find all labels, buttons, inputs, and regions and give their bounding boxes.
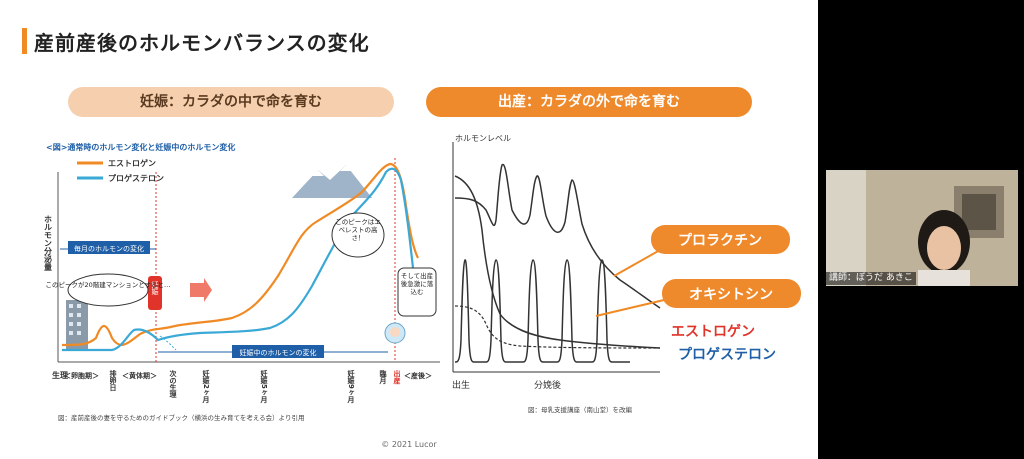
x-tick-period: 生理 bbox=[52, 370, 68, 380]
right-x-tick-birth: 出生 bbox=[452, 379, 470, 391]
monthly-band-box bbox=[68, 241, 150, 254]
x-tick-luteal: ＜黄体期＞ bbox=[122, 371, 157, 380]
everest-bubble-text: このピークはエベレストの高さ！ bbox=[335, 218, 381, 242]
pregnancy-pill: 妊娠：カラダの中で命を育む bbox=[68, 87, 394, 117]
x-tick-preg-5: 妊娠5ヶ月 bbox=[260, 369, 269, 404]
baby-icon bbox=[384, 322, 406, 344]
estrogen-label-right: エストロゲン bbox=[671, 323, 755, 340]
presenter-name-tag: 講師：ぼうだ あきこ bbox=[826, 272, 916, 285]
ovulation-bubble bbox=[67, 273, 149, 307]
postpartum-bubble-text: そして出産後急激に落込む bbox=[400, 272, 434, 296]
oxytocin-pointer bbox=[595, 299, 665, 317]
progesterone-curve bbox=[62, 167, 415, 352]
left-chart-source: 図：産前産後の妻を守るためのガイドブック（横浜の生み育てを考える会）より引用 bbox=[58, 413, 305, 422]
oxytocin-label-box bbox=[662, 279, 801, 308]
right-x-tick-postpartum: 分娩後 bbox=[534, 379, 561, 391]
building-icon bbox=[66, 300, 88, 350]
x-tick-follicular: ＜卵胞期＞ bbox=[64, 371, 99, 380]
right-chart-source: 図：母乳支援講座（南山堂）を改編 bbox=[528, 405, 633, 414]
x-tick-ovulation: 排卵日 bbox=[109, 369, 117, 392]
progesterone-curve-right bbox=[454, 305, 661, 349]
birth-pill: 出産：カラダの外で命を育む bbox=[426, 87, 752, 117]
estrogen-curve-right bbox=[454, 175, 661, 349]
pregnancy-band-box bbox=[232, 345, 324, 358]
x-tick-birth: 出産 bbox=[393, 369, 401, 385]
prolactin-pointer bbox=[613, 249, 661, 277]
everest-bubble bbox=[331, 212, 385, 258]
x-tick-next-period: 次の生理 bbox=[169, 369, 177, 399]
no-pregnancy-drop bbox=[159, 335, 177, 351]
x-tick-preg-2: 妊娠2ヶ月 bbox=[202, 369, 211, 404]
left-y-label: ホルモン分泌量 bbox=[44, 215, 53, 272]
prolactin-label: プロラクチン bbox=[678, 233, 762, 249]
pregnancy-band-label: 妊娠中のホルモンの変化 bbox=[240, 348, 317, 357]
estrogen-curve bbox=[61, 162, 419, 347]
mountain-icon bbox=[292, 165, 372, 198]
progesterone-label-right: プロゲステロン bbox=[678, 346, 776, 363]
oxytocin-label: オキシトシン bbox=[689, 287, 773, 303]
left-x-ticks: 生理 ＜卵胞期＞ 排卵日 ＜黄体期＞ 次の生理 妊娠2ヶ月 妊娠5ヶ月 妊娠9ヶ… bbox=[52, 369, 432, 404]
presenter-image bbox=[826, 170, 1018, 286]
copyright: © 2021 Lucor bbox=[381, 440, 437, 449]
left-chart-title: <図>通常時のホルモン変化と妊娠中のホルモン変化 bbox=[46, 142, 235, 152]
right-y-label: ホルモンレベル bbox=[455, 134, 511, 143]
title-accent-bar bbox=[22, 28, 27, 54]
oxytocin-curve bbox=[454, 259, 630, 363]
legend-progesterone-label: プロゲステロン bbox=[108, 173, 164, 183]
prolactin-label-box bbox=[651, 225, 790, 254]
x-tick-postpartum: ＜産後＞ bbox=[404, 371, 432, 380]
charts-svg: <図>通常時のホルモン変化と妊娠中のホルモン変化 エストロゲン プロゲステロン … bbox=[44, 134, 801, 422]
ovulation-bubble-text: このピークが20階建マンションとすると… bbox=[45, 280, 170, 289]
monthly-band-label: 毎月のホルモンの変化 bbox=[74, 244, 144, 253]
arrow-right-icon bbox=[190, 278, 212, 302]
slide-title: 産前産後のホルモンバランスの変化 bbox=[34, 31, 370, 55]
postpartum-bubble bbox=[397, 267, 437, 317]
pregnancy-tag bbox=[148, 276, 162, 310]
presenter-video[interactable] bbox=[826, 170, 1018, 286]
x-tick-full-term: 臨月 bbox=[379, 369, 388, 385]
legend-estrogen-label: エストロゲン bbox=[108, 158, 156, 168]
slide: 産前産後のホルモンバランスの変化 妊娠：カラダの中で命を育む 出産：カラダの外で… bbox=[0, 0, 818, 459]
pregnancy-tag-label: 妊娠 bbox=[151, 280, 159, 296]
prolactin-curve bbox=[454, 163, 661, 309]
x-tick-preg-9: 妊娠9ヶ月 bbox=[347, 369, 356, 404]
